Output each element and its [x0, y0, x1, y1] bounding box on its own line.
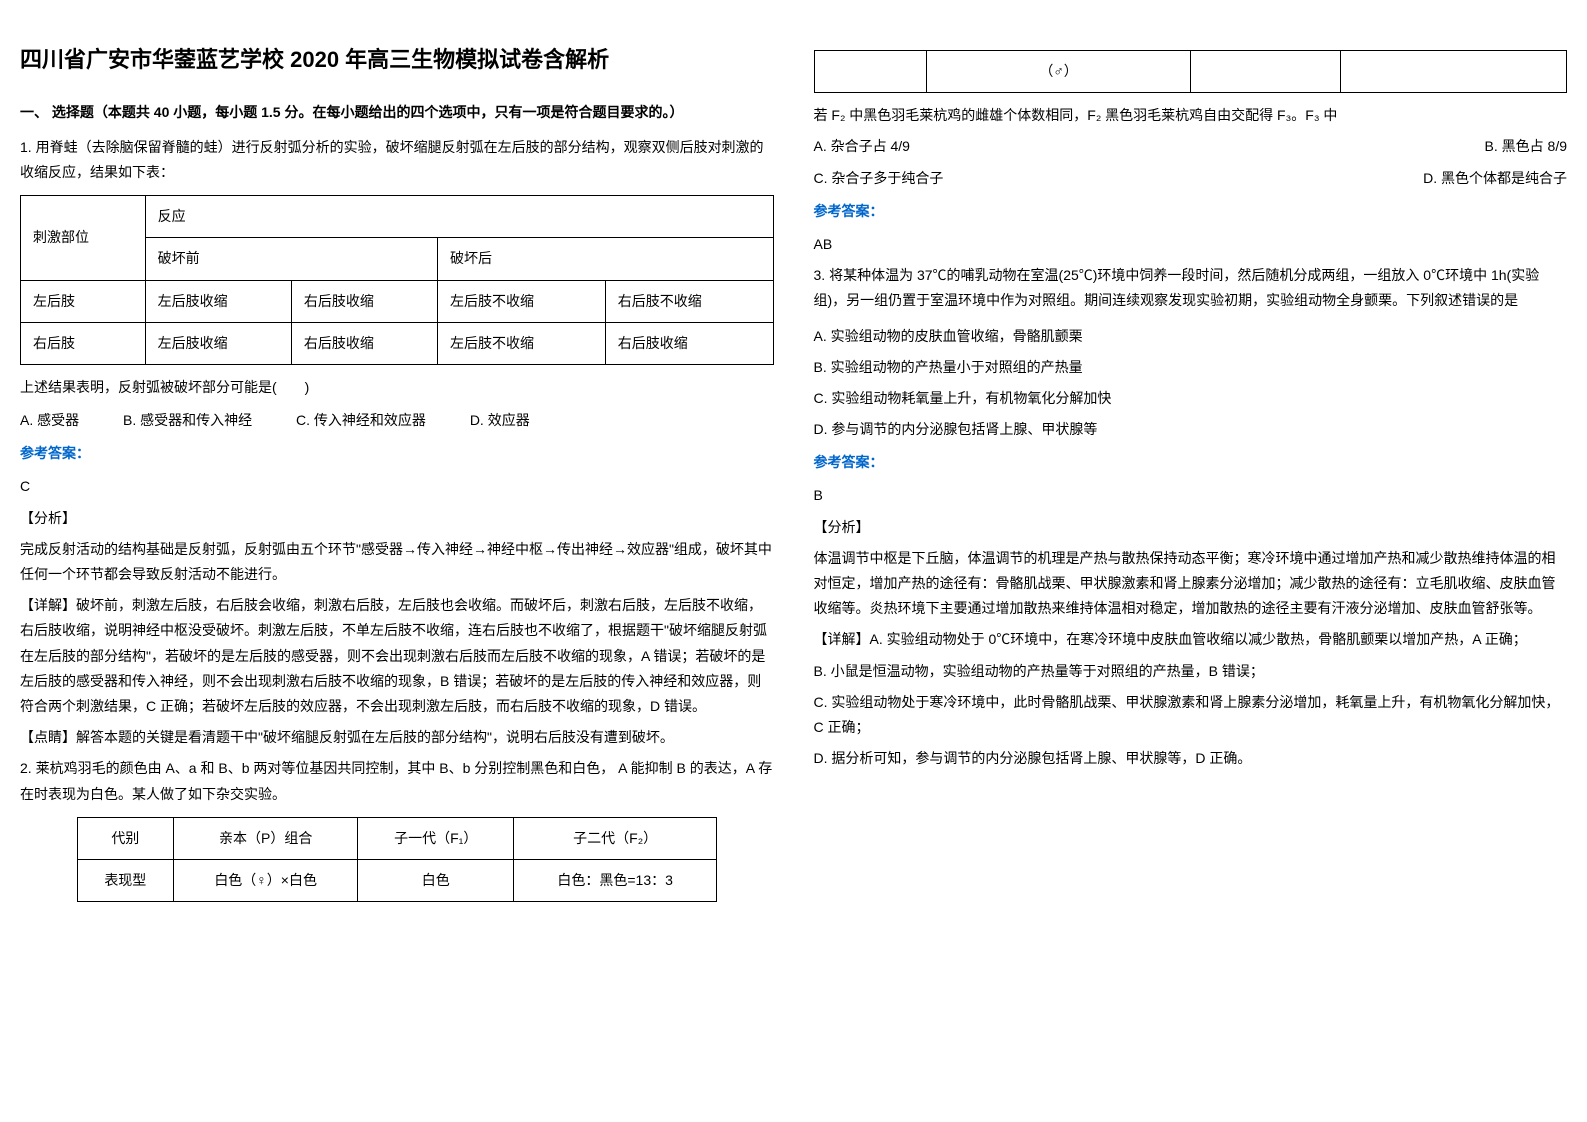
q1-th-response: 反应 [145, 196, 773, 238]
q2-cont-c1 [814, 51, 927, 93]
q2-optC: C. 杂合子多于纯合子 [814, 166, 944, 191]
q1-r2-a2: 右后肢收缩 [605, 322, 773, 364]
q2-subtext: 若 F₂ 中黑色羽毛莱杭鸡的雌雄个体数相同，F₂ 黑色羽毛莱杭鸡自由交配得 F₃… [814, 103, 1568, 128]
q1-text: 1. 用脊蛙（去除脑保留脊髓的蛙）进行反射弧分析的实验，破坏缩腿反射弧在左后肢的… [20, 135, 774, 185]
q2-r1c4: 白色：黑色=13：3 [514, 859, 717, 901]
q2-r1c3: 白色 [358, 859, 514, 901]
q3-detailA: A. 实验组动物处于 0℃环境中，在寒冷环境中皮肤血管收缩以减少散热，骨骼肌颤栗… [870, 631, 1527, 647]
q1-r1-b1: 左后肢收缩 [145, 280, 291, 322]
q3-optA: A. 实验组动物的皮肤血管收缩，骨骼肌颤栗 [814, 324, 1568, 349]
q3-detail-label: 【详解】 [814, 631, 870, 647]
q3-analysis: 体温调节中枢是下丘脑，体温调节的机理是产热与散热保持动态平衡；寒冷环境中通过增加… [814, 546, 1568, 622]
q1-analysis-label: 【分析】 [20, 506, 774, 531]
q2-cont-c3 [1190, 51, 1341, 93]
q1-analysis: 完成反射活动的结构基础是反射弧，反射弧由五个环节"感受器→传入神经→神经中枢→传… [20, 537, 774, 587]
q3-optB: B. 实验组动物的产热量小于对照组的产热量 [814, 355, 1568, 380]
document-title: 四川省广安市华蓥蓝艺学校 2020 年高三生物模拟试卷含解析 [20, 40, 774, 80]
q1-answer-label: 参考答案： [20, 441, 774, 466]
q3-detailB: B. 小鼠是恒温动物，实验组动物的产热量等于对照组的产热量，B 错误； [814, 659, 1568, 684]
q2-text: 2. 莱杭鸡羽毛的颜色由 A、a 和 B、b 两对等位基因共同控制，其中 B、b… [20, 756, 774, 806]
q1-optA: A. 感受器 [20, 408, 79, 433]
q1-r2-b1: 左后肢收缩 [145, 322, 291, 364]
q2-h1: 代别 [77, 817, 174, 859]
q1-r1-a1: 左后肢不收缩 [438, 280, 606, 322]
q2-r1c2: 白色（♀）×白色 [174, 859, 358, 901]
q3-optD: D. 参与调节的内分泌腺包括肾上腺、甲状腺等 [814, 417, 1568, 442]
q3-detailD: D. 据分析可知，参与调节的内分泌腺包括肾上腺、甲状腺等，D 正确。 [814, 746, 1568, 771]
q1-table: 刺激部位 反应 破坏前 破坏后 左后肢 左后肢收缩 右后肢收缩 左后肢不收缩 右… [20, 195, 774, 365]
q1-detail: 破坏前，刺激左后肢，右后肢会收缩，刺激右后肢，左后肢也会收缩。而破坏后，刺激右后… [20, 597, 767, 714]
q2-optD: D. 黑色个体都是纯合子 [1423, 166, 1567, 191]
q1-th-stimulus: 刺激部位 [21, 196, 146, 280]
q1-r2-label: 右后肢 [21, 322, 146, 364]
right-column: （♂） 若 F₂ 中黑色羽毛莱杭鸡的雌雄个体数相同，F₂ 黑色羽毛莱杭鸡自由交配… [814, 40, 1568, 912]
q1-answer: C [20, 474, 774, 499]
q3-analysis-label: 【分析】 [814, 515, 1568, 540]
left-column: 四川省广安市华蓥蓝艺学校 2020 年高三生物模拟试卷含解析 一、 选择题（本题… [20, 40, 774, 912]
q2-h2: 亲本（P）组合 [174, 817, 358, 859]
q3-text: 3. 将某种体温为 37℃的哺乳动物在室温(25℃)环境中饲养一段时间，然后随机… [814, 263, 1568, 313]
q3-optC: C. 实验组动物耗氧量上升，有机物氧化分解加快 [814, 386, 1568, 411]
q2-h4: 子二代（F₂） [514, 817, 717, 859]
q1-th-before: 破坏前 [145, 238, 437, 280]
q1-r2-b2: 右后肢收缩 [291, 322, 437, 364]
q2-table-cont: （♂） [814, 50, 1568, 93]
q1-options: A. 感受器 B. 感受器和传入神经 C. 传入神经和效应器 D. 效应器 [20, 408, 774, 433]
q1-r2-a1: 左后肢不收缩 [438, 322, 606, 364]
q3-answer-label: 参考答案： [814, 450, 1568, 475]
q1-detail-label: 【详解】 [20, 597, 76, 613]
q1-r1-b2: 右后肢收缩 [291, 280, 437, 322]
q1-optD: D. 效应器 [470, 408, 530, 433]
q2-cont-c2: （♂） [927, 51, 1190, 93]
q2-optB: B. 黑色占 8/9 [1485, 134, 1567, 159]
q3-answer: B [814, 483, 1568, 508]
q1-point-label: 【点睛】 [20, 729, 76, 745]
q2-cont-c4 [1341, 51, 1567, 93]
q1-point: 解答本题的关键是看清题干中"破坏缩腿反射弧在左后肢的部分结构"，说明右后肢没有遭… [76, 729, 674, 745]
q1-optC: C. 传入神经和效应器 [296, 408, 426, 433]
q2-table: 代别 亲本（P）组合 子一代（F₁） 子二代（F₂） 表现型 白色（♀）×白色 … [77, 817, 717, 902]
page-container: 四川省广安市华蓥蓝艺学校 2020 年高三生物模拟试卷含解析 一、 选择题（本题… [20, 40, 1567, 912]
q1-optB: B. 感受器和传入神经 [123, 408, 252, 433]
q2-row1: A. 杂合子占 4/9 B. 黑色占 8/9 [814, 134, 1568, 159]
q2-optA: A. 杂合子占 4/9 [814, 134, 910, 159]
q2-answer: AB [814, 232, 1568, 257]
q2-h3: 子一代（F₁） [358, 817, 514, 859]
q2-r1c1: 表现型 [77, 859, 174, 901]
q2-row2: C. 杂合子多于纯合子 D. 黑色个体都是纯合子 [814, 166, 1568, 191]
q1-subtext: 上述结果表明，反射弧被破坏部分可能是( ) [20, 375, 774, 400]
q1-r1-label: 左后肢 [21, 280, 146, 322]
q3-detailC: C. 实验组动物处于寒冷环境中，此时骨骼肌战栗、甲状腺激素和肾上腺素分泌增加，耗… [814, 690, 1568, 740]
q1-r1-a2: 右后肢不收缩 [605, 280, 773, 322]
q1-th-after: 破坏后 [438, 238, 773, 280]
section-header: 一、 选择题（本题共 40 小题，每小题 1.5 分。在每小题给出的四个选项中，… [20, 100, 774, 125]
q2-answer-label: 参考答案： [814, 199, 1568, 224]
